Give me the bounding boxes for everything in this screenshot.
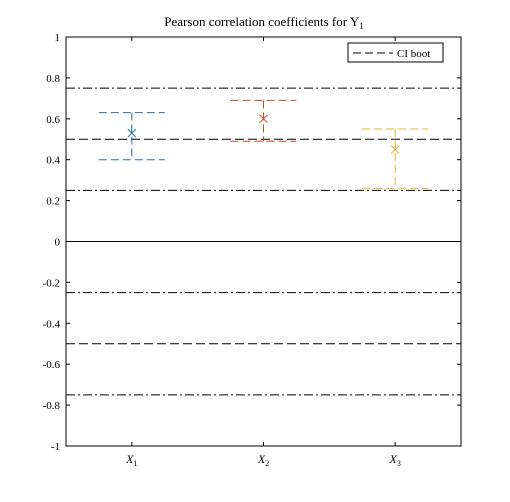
legend: CI boot: [347, 42, 444, 63]
x-axis: X1 X2 X3: [125, 37, 401, 468]
y-tick-label: 1: [55, 32, 61, 44]
y-tick-label: 0.8: [46, 73, 60, 85]
confidence-intervals: [98, 99, 429, 189]
reference-lines: [66, 87, 461, 396]
point-marker: [259, 114, 268, 124]
x-tick-label: X2: [257, 452, 269, 468]
point-marker: [390, 145, 400, 154]
legend-label: CI boot: [397, 48, 430, 60]
y-tick-label: -0.8: [43, 400, 61, 412]
y-tick-label: -0.4: [43, 318, 61, 330]
x-tick-label: X1: [125, 452, 137, 468]
chart-title-subscript: 1: [359, 21, 364, 31]
y-tick-label: 0.2: [46, 196, 60, 208]
x-tick-label: X3: [388, 452, 400, 468]
y-axis: -1 -0.8 -0.6 -0.4 -0.2 0 0.2 0.4 0.6 0.8 1: [43, 32, 461, 453]
data-points: [127, 114, 400, 154]
y-tick-label: 0.4: [46, 155, 60, 167]
point-marker: [127, 128, 137, 138]
y-tick-label: -0.6: [43, 359, 61, 371]
legend-box: [347, 42, 444, 63]
chart-title-text: Pearson correlation coefficients for Y: [164, 14, 360, 29]
y-tick-label: -1: [51, 441, 60, 453]
y-tick-label: 0: [55, 237, 61, 249]
chart-title: Pearson correlation coefficients for Y1: [164, 14, 363, 31]
y-tick-label: 0.6: [46, 114, 60, 126]
y-tick-label: -0.2: [43, 277, 60, 289]
